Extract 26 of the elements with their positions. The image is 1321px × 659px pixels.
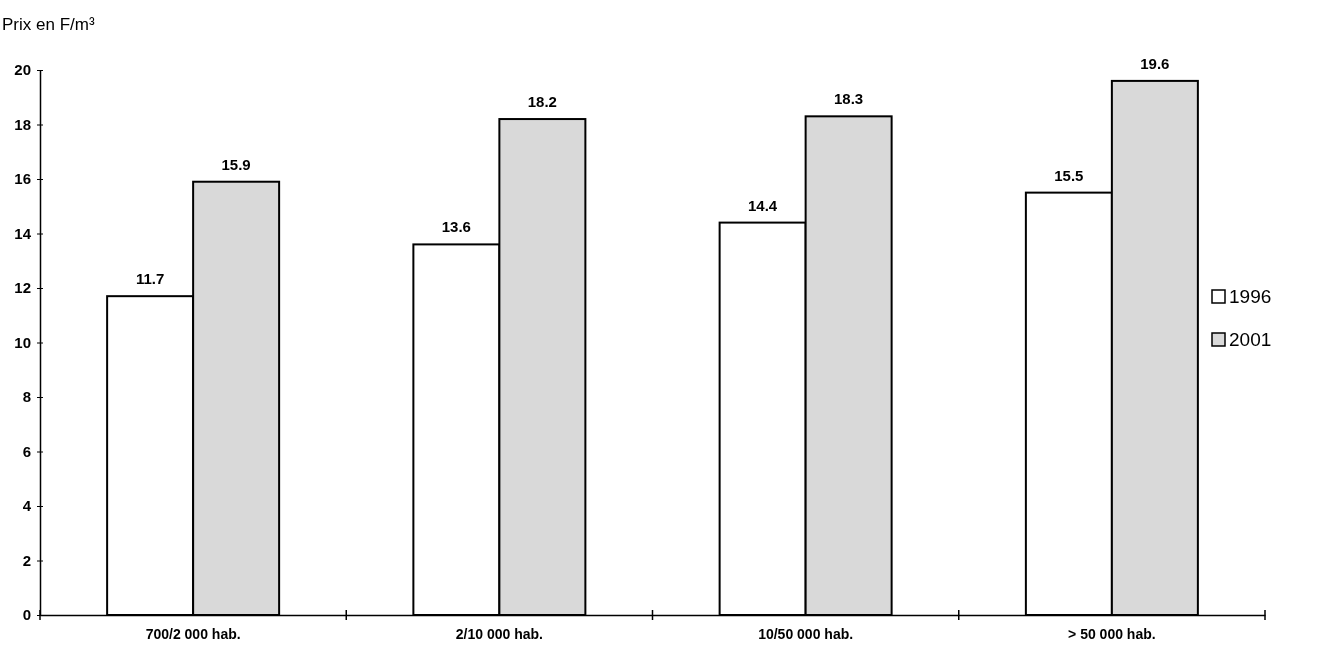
x-tick-label: 700/2 000 hab. [145, 625, 241, 642]
x-tick-label: > 50 000 hab. [1068, 625, 1156, 642]
data-label: 15.5 [1054, 166, 1084, 184]
y-tick-label: 2 [22, 551, 31, 569]
data-label: 18.2 [527, 93, 557, 111]
y-tick-label: 8 [22, 388, 31, 406]
y-tick-label: 0 [22, 606, 31, 624]
legend-label: 2001 [1229, 329, 1272, 350]
data-label: 13.6 [441, 218, 471, 236]
y-tick-label: 12 [14, 279, 31, 297]
y-tick-label: 18 [14, 115, 31, 133]
y-axis-title: Prix en F/m³ [2, 15, 95, 34]
y-tick-label: 6 [22, 442, 31, 460]
data-label: 11.7 [135, 270, 165, 288]
legend-label: 1996 [1229, 286, 1272, 307]
data-label: 15.9 [221, 155, 251, 173]
y-tick-label: 16 [14, 170, 31, 188]
y-tick-label: 10 [14, 333, 31, 351]
data-label: 19.6 [1140, 54, 1170, 72]
data-label: 14.4 [748, 196, 778, 214]
y-tick-label: 14 [14, 224, 32, 242]
x-tick-label: 2/10 000 hab. [455, 625, 543, 642]
y-tick-label: 20 [14, 61, 31, 79]
x-tick-label: 10/50 000 hab. [758, 625, 854, 642]
data-label: 18.3 [834, 90, 864, 108]
y-tick-label: 4 [22, 497, 32, 515]
